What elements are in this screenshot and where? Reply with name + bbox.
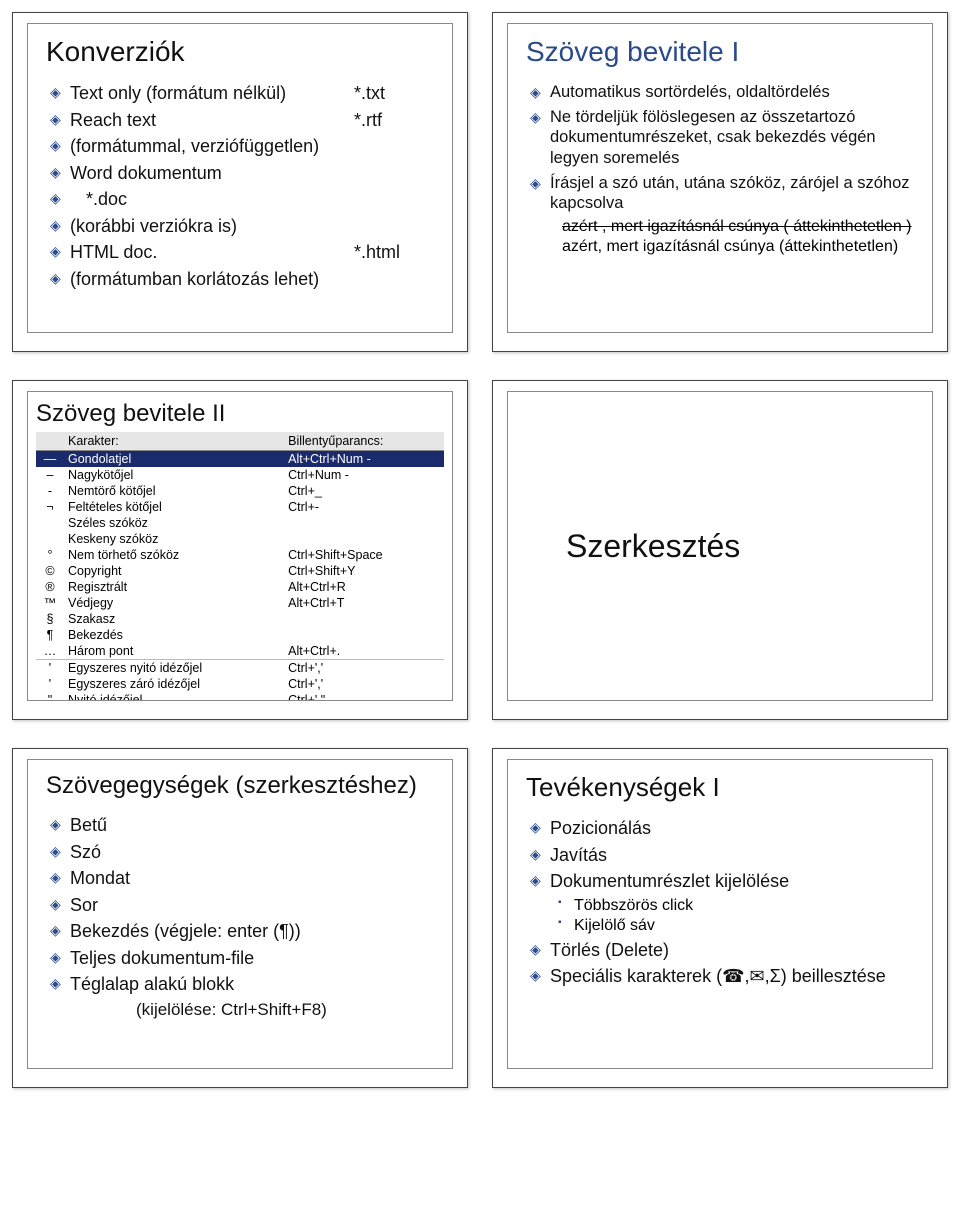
bullet-list: Pozicionálás Javítás Dokumentumrészlet kij… xyxy=(526,817,914,988)
slide-konverziok: Konverziók Text only (formátum nélkül) *… xyxy=(12,12,468,352)
bullet-item: Reach text *.rtf xyxy=(50,109,434,132)
item-label: HTML doc. xyxy=(70,241,354,264)
sub-bullet-item: Többszörös click xyxy=(558,897,914,915)
bullet-item: Dokumentumrészlet kijelölése xyxy=(530,870,914,893)
table-row[interactable]: "Nyitó idézőjelCtrl+'," xyxy=(36,692,444,701)
slide-title: Szöveg bevitele II xyxy=(36,400,444,428)
sub-note: (formátumban korlátozás lehet) xyxy=(50,268,434,291)
table-row[interactable]: ®RegisztráltAlt+Ctrl+R xyxy=(36,579,444,595)
slide-title: Szerkesztés xyxy=(566,528,740,565)
table-row[interactable]: §Szakasz xyxy=(36,611,444,627)
sub-note: (korábbi verziókra is) xyxy=(50,215,434,238)
sub-note: (kijelölése: Ctrl+Shift+F8) xyxy=(46,1000,434,1020)
bullet-item: Írásjel a szó után, utána szóköz, záróje… xyxy=(530,173,914,214)
sub-note: *.doc xyxy=(50,188,434,211)
item-label: Text only (formátum nélkül) xyxy=(70,82,354,105)
slide-title: Konverziók xyxy=(46,36,434,68)
table-row[interactable]: —GondolatjelAlt+Ctrl+Num - xyxy=(36,451,444,468)
slide-tevekenysegek-1: Tevékenységek I Pozicionálás Javítás Dokum… xyxy=(492,748,948,1088)
bullet-item: Text only (formátum nélkül) *.txt xyxy=(50,82,434,105)
bullet-item: HTML doc. *.html xyxy=(50,241,434,264)
slide-szoveg-bevitele-2: Szöveg bevitele II Karakter: Billentyűpa… xyxy=(12,380,468,720)
centered-title-wrap: Szerkesztés xyxy=(526,404,914,688)
item-ext: *.rtf xyxy=(354,109,434,132)
sub-bullet-item: Kijelölő sáv xyxy=(558,917,914,935)
bullet-item: Törlés (Delete) xyxy=(530,939,914,962)
col-head-char: Karakter: xyxy=(64,432,284,451)
bullet-item: Téglalap alakú blokk xyxy=(50,973,434,996)
bullet-item: Bekezdés (végjele: enter (¶)) xyxy=(50,920,434,943)
bullet-item: Mondat xyxy=(50,867,434,890)
bullet-item: Pozicionálás xyxy=(530,817,914,840)
bullet-item: Automatikus sortördelés, oldaltördelés xyxy=(530,82,914,103)
item-ext: *.txt xyxy=(354,82,434,105)
bullet-item: Sor xyxy=(50,894,434,917)
table-row[interactable]: ¶Bekezdés xyxy=(36,627,444,643)
plain-example: azért, mert igazításnál csúnya (áttekint… xyxy=(526,238,914,256)
strike-example: azért , mert igazításnál csúnya ( átteki… xyxy=(526,218,914,236)
item-label: Reach text xyxy=(70,109,354,132)
table-row[interactable]: …Három pontAlt+Ctrl+. xyxy=(36,643,444,660)
bullet-item: Word dokumentum xyxy=(50,162,434,185)
bullet-item: Teljes dokumentum-file xyxy=(50,947,434,970)
table-row[interactable]: Széles szóköz xyxy=(36,515,444,531)
col-head-key: Billentyűparancs: xyxy=(284,432,444,451)
bullet-item: Speciális karakterek (☎,✉,Σ) beillesztés… xyxy=(530,965,914,988)
table-row[interactable]: ™VédjegyAlt+Ctrl+T xyxy=(36,595,444,611)
table-row[interactable]: –NagykötőjelCtrl+Num - xyxy=(36,467,444,483)
bullet-item: Betű xyxy=(50,814,434,837)
slide-szovegegysegek: Szövegegységek (szerkesztéshez) Betű Szó… xyxy=(12,748,468,1088)
character-table: Karakter: Billentyűparancs: —Gondolatjel… xyxy=(36,432,444,701)
table-row[interactable]: Keskeny szóköz xyxy=(36,531,444,547)
slide-title: Szöveg bevitele I xyxy=(526,36,914,68)
table-row[interactable]: ©CopyrightCtrl+Shift+Y xyxy=(36,563,444,579)
slide-grid: Konverziók Text only (formátum nélkül) *… xyxy=(12,12,948,1088)
item-ext: *.html xyxy=(354,241,434,264)
slide-title: Tevékenységek I xyxy=(526,772,914,803)
bullet-list: Text only (formátum nélkül) *.txt Reach … xyxy=(46,82,434,290)
table-row[interactable]: 'Egyszeres záró idézőjelCtrl+',' xyxy=(36,676,444,692)
bullet-list: Automatikus sortördelés, oldaltördelés N… xyxy=(526,82,914,214)
table-row[interactable]: 'Egyszeres nyitó idézőjelCtrl+',' xyxy=(36,660,444,676)
bullet-list: Betű Szó Mondat Sor Bekezdés (végjele: e… xyxy=(46,814,434,996)
sub-note: (formátummal, verziófüggetlen) xyxy=(50,135,434,158)
bullet-item: Szó xyxy=(50,841,434,864)
slide-szerkesztes: Szerkesztés xyxy=(492,380,948,720)
table-row[interactable]: ¬Feltételes kötőjelCtrl+- xyxy=(36,499,444,515)
bullet-item: Ne tördeljük fölöslegesen az összetartoz… xyxy=(530,107,914,169)
table-row[interactable]: -Nemtörő kötőjelCtrl+_ xyxy=(36,483,444,499)
slide-title: Szövegegységek (szerkesztéshez) xyxy=(46,772,434,800)
bullet-item: Javítás xyxy=(530,844,914,867)
slide-szoveg-bevitele-1: Szöveg bevitele I Automatikus sortördelé… xyxy=(492,12,948,352)
table-row[interactable]: °Nem törhető szóközCtrl+Shift+Space xyxy=(36,547,444,563)
